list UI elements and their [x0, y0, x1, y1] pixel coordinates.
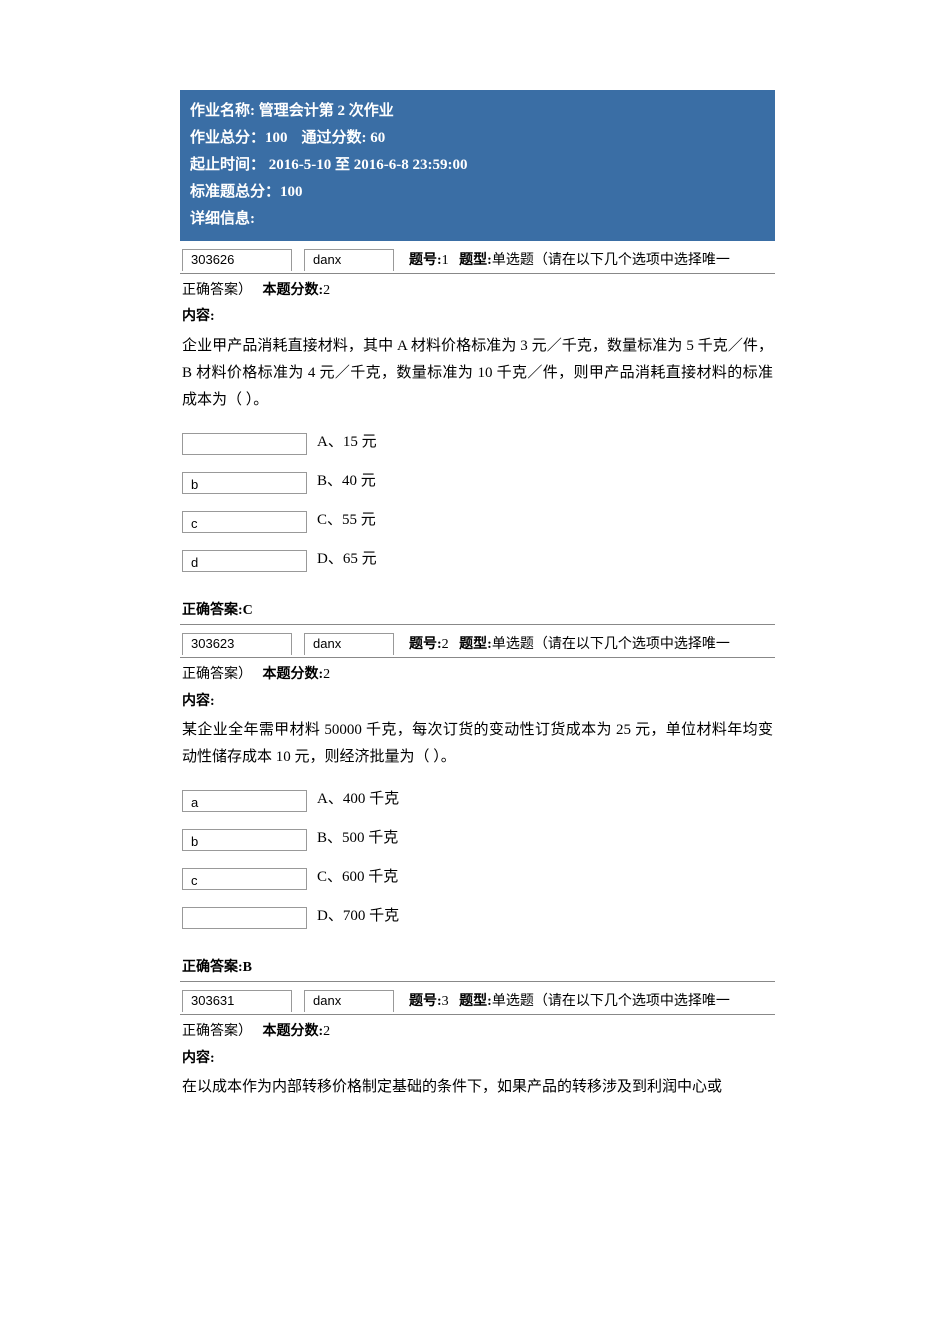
- option-label: A、400 千克: [317, 787, 399, 812]
- header-name-row: 作业名称: 管理会计第 2 次作业: [190, 98, 765, 125]
- option-box[interactable]: b: [182, 829, 307, 851]
- question-block: 303631 danx 题号:3 题型:单选题（请在以下几个选项中选择唯一正确答案）…: [180, 982, 775, 1103]
- question-code-box: 303631: [182, 990, 292, 1012]
- question-continuation: 正确答案） 本题分数:2: [180, 658, 775, 688]
- header-std-value: 100: [280, 184, 303, 200]
- option-label: D、700 千克: [317, 904, 399, 929]
- header-pass-label: 通过分数:: [302, 130, 367, 146]
- header-detail-label: 详细信息:: [190, 211, 255, 227]
- option-row: c C、55 元: [180, 508, 775, 533]
- question-code-box: 303623: [182, 633, 292, 655]
- correct-answer: 正确答案:B: [180, 953, 775, 982]
- header-total-value: 100: [265, 130, 288, 146]
- assignment-header: 作业名称: 管理会计第 2 次作业 作业总分：100通过分数: 60 起止时间：…: [180, 90, 775, 241]
- question-meta: 题号:1 题型:单选题（请在以下几个选项中选择唯一: [409, 254, 730, 271]
- header-total-label: 作业总分：: [190, 130, 265, 146]
- question-type-box: danx: [304, 249, 394, 271]
- question-code-box: 303626: [182, 249, 292, 271]
- option-label: B、40 元: [317, 469, 376, 494]
- question-content: 企业甲产品消耗直接材料，其中 A 材料价格标准为 3 元／千克，数量标准为 5 …: [180, 331, 775, 416]
- question-block: 303626 danx 题号:1 题型:单选题（请在以下几个选项中选择唯一正确答案）…: [180, 241, 775, 625]
- header-time-value: 2016-5-10 至 2016-6-8 23:59:00: [265, 157, 467, 173]
- header-time-label: 起止时间：: [190, 157, 265, 173]
- option-box[interactable]: a: [182, 790, 307, 812]
- option-label: C、600 千克: [317, 865, 398, 890]
- option-row: b B、40 元: [180, 469, 775, 494]
- option-row: A、15 元: [180, 430, 775, 455]
- question-content: 某企业全年需甲材料 50000 千克，每次订货的变动性订货成本为 25 元，单位…: [180, 715, 775, 773]
- question-content: 在以成本作为内部转移价格制定基础的条件下，如果产品的转移涉及到利润中心或: [180, 1072, 775, 1103]
- header-time-row: 起止时间： 2016-5-10 至 2016-6-8 23:59:00: [190, 152, 765, 179]
- header-name-label: 作业名称:: [190, 103, 255, 119]
- header-detail-row: 详细信息:: [190, 206, 765, 233]
- question-block: 303623 danx 题号:2 题型:单选题（请在以下几个选项中选择唯一正确答案）…: [180, 625, 775, 982]
- header-pass-value: 60: [370, 130, 385, 146]
- question-type-box: danx: [304, 633, 394, 655]
- option-box[interactable]: c: [182, 868, 307, 890]
- correct-answer: 正确答案:C: [180, 596, 775, 625]
- option-row: d D、65 元: [180, 547, 775, 572]
- option-box[interactable]: [182, 907, 307, 929]
- content-label: 内容:: [180, 304, 775, 330]
- option-box[interactable]: b: [182, 472, 307, 494]
- header-score-row: 作业总分：100 通过分数: 60: [190, 125, 765, 152]
- option-label: D、65 元: [317, 547, 377, 572]
- option-row: b B、500 千克: [180, 826, 775, 851]
- option-label: C、55 元: [317, 508, 376, 533]
- option-box[interactable]: c: [182, 511, 307, 533]
- header-name-value: 管理会计第 2 次作业: [259, 103, 394, 119]
- header-std-label: 标准题总分：: [190, 184, 280, 200]
- content-label: 内容:: [180, 689, 775, 715]
- option-box[interactable]: d: [182, 550, 307, 572]
- option-row: a A、400 千克: [180, 787, 775, 812]
- questions-container: 303626 danx 题号:1 题型:单选题（请在以下几个选项中选择唯一正确答案）…: [180, 241, 775, 1103]
- option-label: B、500 千克: [317, 826, 398, 851]
- option-label: A、15 元: [317, 430, 377, 455]
- question-code-row: 303631 danx 题号:3 题型:单选题（请在以下几个选项中选择唯一: [180, 982, 775, 1015]
- option-row: c C、600 千克: [180, 865, 775, 890]
- question-type-box: danx: [304, 990, 394, 1012]
- question-continuation: 正确答案） 本题分数:2: [180, 1015, 775, 1045]
- question-meta: 题号:2 题型:单选题（请在以下几个选项中选择唯一: [409, 638, 730, 655]
- content-label: 内容:: [180, 1046, 775, 1072]
- option-row: D、700 千克: [180, 904, 775, 929]
- question-code-row: 303626 danx 题号:1 题型:单选题（请在以下几个选项中选择唯一: [180, 241, 775, 274]
- question-continuation: 正确答案） 本题分数:2: [180, 274, 775, 304]
- header-std-row: 标准题总分：100: [190, 179, 765, 206]
- question-code-row: 303623 danx 题号:2 题型:单选题（请在以下几个选项中选择唯一: [180, 625, 775, 658]
- question-meta: 题号:3 题型:单选题（请在以下几个选项中选择唯一: [409, 995, 730, 1012]
- option-box[interactable]: [182, 433, 307, 455]
